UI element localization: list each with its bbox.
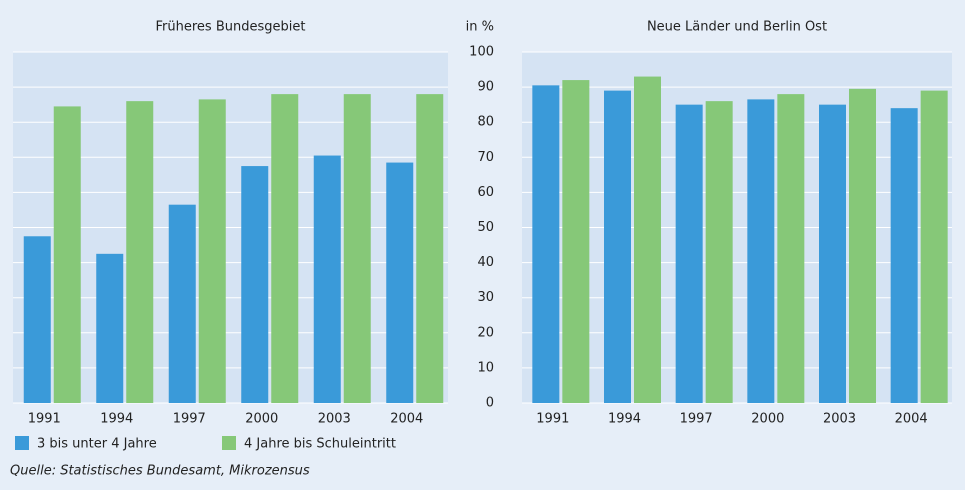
bar [532, 85, 560, 403]
bar [198, 99, 226, 403]
source: Quelle: Statistisches Bundesamt, Mikroze… [10, 464, 310, 479]
bar [23, 236, 51, 403]
x-tick-label: 1994 [608, 412, 641, 427]
bar [675, 104, 703, 404]
bar [126, 101, 154, 403]
bar [747, 99, 775, 403]
bar [416, 94, 444, 404]
y-tick-label: 80 [477, 115, 494, 130]
y-tick-label: 40 [477, 255, 494, 270]
y-tick-label: 50 [477, 220, 494, 235]
panel-title: Früheres Bundesgebiet [156, 20, 306, 35]
y-tick-label: 100 [469, 45, 494, 60]
legend-label: 4 Jahre bis Schuleintritt [244, 437, 396, 452]
bar [849, 88, 876, 403]
x-tick-label: 1997 [173, 412, 206, 427]
x-tick-label: 2000 [245, 412, 278, 427]
legend-swatch [222, 436, 236, 450]
y-axis-label: in % [466, 20, 494, 35]
x-tick-label: 1991 [536, 412, 569, 427]
panel-title: Neue Länder und Berlin Ost [647, 20, 827, 35]
bar [271, 94, 299, 404]
bar [53, 106, 81, 403]
bar [386, 162, 414, 403]
y-tick-label: 70 [477, 150, 494, 165]
bar [343, 94, 371, 404]
x-tick-label: 2003 [823, 412, 856, 427]
bar [634, 76, 661, 403]
x-tick-label: 2003 [318, 412, 351, 427]
y-tick-label: 90 [477, 80, 494, 95]
bar [96, 253, 124, 403]
x-tick-label: 2004 [390, 412, 423, 427]
x-tick-label: 2000 [751, 412, 784, 427]
legend-label: 3 bis unter 4 Jahre [37, 437, 157, 452]
bar [241, 166, 269, 403]
bar [604, 90, 631, 404]
x-tick-label: 2004 [895, 412, 928, 427]
bar [313, 155, 341, 403]
y-tick-label: 10 [477, 360, 494, 375]
y-tick-label: 30 [477, 290, 494, 305]
x-tick-label: 1991 [28, 412, 61, 427]
bar [819, 104, 846, 404]
y-tick-label: 20 [477, 325, 494, 340]
x-tick-label: 1994 [100, 412, 133, 427]
bar [562, 80, 590, 403]
bar [705, 101, 733, 403]
bar [777, 94, 805, 404]
bar [920, 90, 948, 404]
y-tick-label: 60 [477, 185, 494, 200]
bar [168, 204, 196, 403]
legend-swatch [15, 436, 29, 450]
bar [890, 108, 918, 403]
y-tick-label: 0 [486, 396, 494, 411]
x-tick-label: 1997 [680, 412, 713, 427]
